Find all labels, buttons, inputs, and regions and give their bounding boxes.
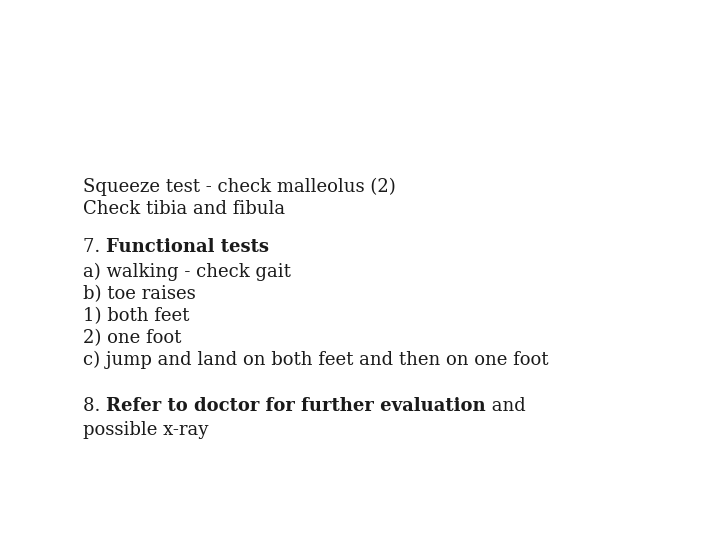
Text: Refer to doctor for further evaluation: Refer to doctor for further evaluation	[106, 397, 486, 415]
Text: possible x-ray: possible x-ray	[83, 421, 208, 439]
Text: c) jump and land on both feet and then on one foot: c) jump and land on both feet and then o…	[83, 351, 549, 369]
Text: 8.: 8.	[83, 397, 106, 415]
Text: Squeeze test - check malleolus (2): Squeeze test - check malleolus (2)	[83, 178, 396, 196]
Text: Functional tests: Functional tests	[106, 238, 269, 256]
Text: a) walking - check gait: a) walking - check gait	[83, 263, 291, 281]
Text: Check tibia and fibula: Check tibia and fibula	[83, 200, 285, 218]
Text: and: and	[486, 397, 526, 415]
Text: 2) one foot: 2) one foot	[83, 329, 181, 347]
Text: b) toe raises: b) toe raises	[83, 285, 196, 303]
Text: 1) both feet: 1) both feet	[83, 307, 189, 325]
Text: 7.: 7.	[83, 238, 106, 256]
